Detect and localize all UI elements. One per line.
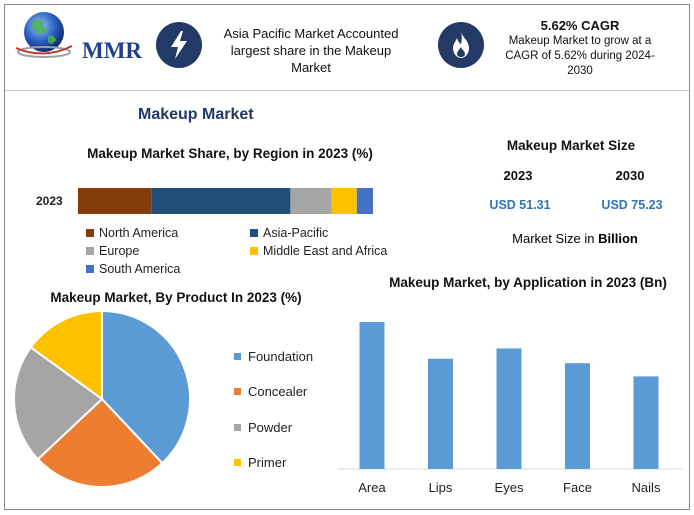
legend-label: Foundation xyxy=(248,349,314,364)
pie-slice-powder xyxy=(13,345,104,461)
lightning-icon xyxy=(156,22,202,68)
cagr-body: Makeup Market to grow at a CAGR of 5.62%… xyxy=(505,35,655,77)
product-pie-chart xyxy=(13,309,191,488)
legend-label: Primer xyxy=(248,455,287,470)
cagr-title: 5.62% CAGR xyxy=(540,18,620,33)
legend-label: Asia-Pacific xyxy=(263,226,329,240)
region-bar-north-america xyxy=(78,188,152,214)
market-size-value-2030: USD 75.23 xyxy=(601,198,663,212)
legend-swatch xyxy=(250,229,258,237)
legend-label: Europe xyxy=(99,244,140,258)
legend-label: Middle East and Africa xyxy=(263,244,388,258)
region-legend-north-america: North America xyxy=(86,226,178,240)
market-size-value-2023: USD 51.31 xyxy=(489,198,551,212)
x-tick-label-face: Face xyxy=(563,480,592,495)
legend-swatch xyxy=(86,247,94,255)
product-legend-concealer: Concealer xyxy=(234,384,307,399)
pie-slice-primer xyxy=(29,309,103,401)
product-chart-title: Makeup Market, By Product In 2023 (%) xyxy=(50,290,302,305)
region-chart-title: Makeup Market Share, by Region in 2023 (… xyxy=(87,146,373,161)
x-tick-label-lips: Lips xyxy=(429,480,453,495)
legend-swatch xyxy=(234,424,241,431)
flame-icon xyxy=(438,22,484,68)
market-size-year-2030: 2030 xyxy=(615,168,645,183)
region-legend-middle-east-and-africa: Middle East and Africa xyxy=(250,244,387,258)
market-size-year-2023: 2023 xyxy=(503,168,533,183)
region-legend-south-america: South America xyxy=(86,262,180,276)
application-chart-title: Makeup Market, by Application in 2023 (B… xyxy=(389,275,667,290)
legend-swatch xyxy=(250,247,258,255)
pie-slice-foundation xyxy=(101,309,191,465)
legend-swatch xyxy=(86,229,94,237)
legend-swatch xyxy=(234,388,241,395)
legend-label: Concealer xyxy=(248,384,308,399)
application-bar-eyes xyxy=(496,348,522,469)
x-tick-label-area: Area xyxy=(358,480,386,495)
region-bar-europe xyxy=(290,188,332,214)
application-bar-lips xyxy=(428,358,453,469)
market-size-unit-prefix: Market Size in xyxy=(512,231,599,246)
region-category-label: 2023 xyxy=(36,194,63,208)
product-legend-foundation: Foundation xyxy=(234,349,313,364)
market-size-unit-bold: Billion xyxy=(598,231,638,246)
asia-pacific-info: Asia Pacific Market Accounted largest sh… xyxy=(223,26,399,75)
legend-swatch xyxy=(234,353,241,360)
product-legend-primer: Primer xyxy=(234,455,286,470)
legend-label: Powder xyxy=(248,420,293,435)
market-size-unit: Market Size in Billion xyxy=(480,231,670,246)
legend-swatch xyxy=(234,459,241,466)
header-divider xyxy=(5,90,689,91)
legend-label: North America xyxy=(99,226,179,240)
infographic-frame xyxy=(4,4,690,510)
application-bar-face xyxy=(565,363,590,469)
legend-label: South America xyxy=(99,262,181,276)
application-bar-nails xyxy=(633,376,659,469)
region-chart: 2023 xyxy=(36,188,373,214)
logo-text: MMR xyxy=(82,38,143,63)
x-tick-label-nails: Nails xyxy=(632,480,661,495)
cagr-block: 5.62% CAGR Makeup Market to grow at a CA… xyxy=(494,17,666,79)
application-bar-area xyxy=(359,322,385,469)
mmr-logo: MMR xyxy=(10,8,143,63)
region-bar-south-america xyxy=(356,188,373,214)
region-legend-europe: Europe xyxy=(86,244,139,258)
region-bar-asia-pacific xyxy=(151,188,291,214)
region-bar-middle-east-and-africa xyxy=(331,188,357,214)
market-size-title: Makeup Market Size xyxy=(506,138,636,153)
region-legend-asia-pacific: Asia-Pacific xyxy=(250,226,328,240)
globe-icon xyxy=(15,12,73,58)
x-tick-label-eyes: Eyes xyxy=(495,480,524,495)
legend-swatch xyxy=(86,265,94,273)
pie-slice-concealer xyxy=(36,397,164,488)
main-title: Makeup Market xyxy=(138,106,254,123)
application-bar-chart: Area Lips Eyes Face Nails xyxy=(338,322,682,495)
product-legend-powder: Powder xyxy=(234,420,292,435)
